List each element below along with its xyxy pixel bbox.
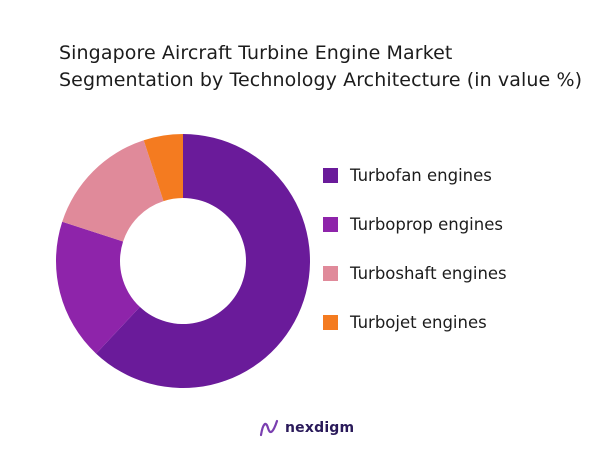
legend-item-turboshaft: Turboshaft engines: [323, 261, 507, 285]
donut-slice-turboshaft: [62, 140, 164, 242]
chart-title: Singapore Aircraft Turbine Engine Market…: [59, 40, 589, 94]
legend-swatch-turboshaft: [323, 265, 338, 281]
chart-title-line-1: Singapore Aircraft Turbine Engine Market: [59, 42, 453, 64]
legend-swatch-turboprop: [323, 216, 338, 232]
legend-swatch-turbojet: [323, 314, 338, 330]
legend: Turbofan engines Turboprop engines Turbo…: [323, 163, 507, 359]
legend-label-turbofan: Turbofan engines: [350, 165, 492, 185]
legend-swatch-turbofan: [323, 167, 338, 183]
legend-label-turboprop: Turboprop engines: [350, 214, 503, 234]
legend-item-turbofan: Turbofan engines: [323, 163, 507, 187]
brand-logo: nexdigm: [259, 418, 354, 438]
donut-slices: [56, 134, 310, 388]
donut-slice-turbofan: [96, 134, 310, 388]
legend-item-turboprop: Turboprop engines: [323, 212, 507, 236]
donut-slice-turbojet: [143, 134, 183, 202]
chart-title-line-2: Segmentation by Technology Architecture …: [59, 69, 583, 91]
nexdigm-logo-icon: [259, 419, 279, 437]
legend-label-turboshaft: Turboshaft engines: [350, 263, 507, 283]
legend-label-turbojet: Turbojet engines: [350, 312, 487, 332]
legend-item-turbojet: Turbojet engines: [323, 310, 507, 334]
donut-slice-turboprop: [56, 221, 140, 354]
brand-name: nexdigm: [285, 420, 355, 436]
